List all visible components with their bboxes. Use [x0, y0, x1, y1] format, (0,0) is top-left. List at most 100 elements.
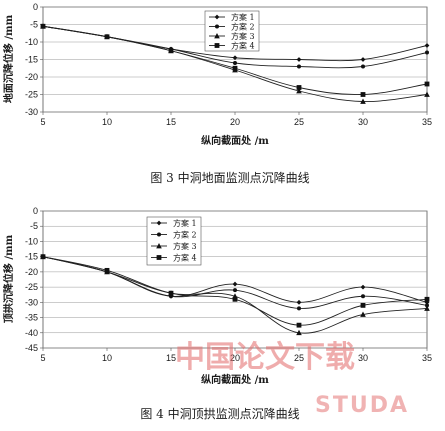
data-point-dot [361, 64, 365, 69]
data-point-square [232, 296, 238, 302]
data-point-dot [297, 306, 301, 311]
data-point-diamond [232, 55, 238, 61]
legend-label: 方案 3 [173, 241, 197, 251]
y-tick-label: -45 [25, 343, 38, 353]
data-point-diamond [296, 57, 302, 62]
data-point-diamond [360, 57, 366, 62]
y-tick-label: -20 [25, 72, 38, 82]
legend-label: 方案 2 [173, 230, 197, 240]
y-tick-label: -15 [25, 252, 38, 262]
data-point-dot [425, 303, 429, 308]
x-tick-label: 30 [358, 117, 368, 127]
x-tick-label: 5 [40, 353, 45, 363]
watermark-cn: 中国论文下载 [175, 340, 355, 375]
y-tick-labels: 0 -5 -10 -15 -20 -25 -30 -35 -40 -45 [25, 206, 38, 353]
data-point-square [360, 92, 366, 97]
data-point-dot [233, 288, 237, 293]
y-tick-label: -5 [30, 20, 38, 30]
chart-ground-settlement: 0-5-10-15-20-25-30 5 10 15 20 25 30 35 方案 1方案 … [2, 2, 432, 185]
y-tick-label: -20 [25, 267, 38, 277]
x-tick-label: 15 [166, 117, 176, 127]
watermark-en: STUDA [315, 393, 409, 418]
legend-label: 方案 3 [231, 31, 255, 41]
data-point-diamond [424, 299, 430, 305]
x-tick-label: 5 [40, 117, 45, 127]
data-point-triangle [296, 329, 302, 336]
y-tick-labels: 0 -5 -10 -15 -20 -25 -30 [25, 2, 38, 117]
y-tick-label: -35 [25, 313, 38, 323]
data-point-square [424, 296, 430, 302]
x-tick-label: 10 [102, 353, 112, 363]
y-tick-label: -10 [25, 236, 38, 246]
data-point-square [360, 302, 366, 308]
legend-marker-dot [215, 24, 219, 29]
plot-area [42, 210, 428, 349]
chart-caption: 图 3 中洞地面监测点沉降曲线 [150, 170, 309, 185]
legend-marker-triangle [156, 243, 162, 249]
legend-marker-triangle [214, 33, 220, 39]
data-point-diamond [296, 299, 302, 305]
data-point-dot [425, 50, 429, 55]
y-tick-label: 0 [33, 2, 38, 12]
data-point-triangle [360, 311, 366, 317]
data-point-triangle [296, 88, 302, 94]
data-point-square [296, 85, 302, 90]
watermark: 中国论文下载 STUDA [175, 340, 409, 418]
data-point-square [424, 81, 430, 87]
x-tick-label: 30 [358, 353, 368, 363]
y-tick-label: -25 [25, 90, 38, 100]
y-tick-label: -5 [30, 221, 38, 231]
y-tick-label: -10 [25, 37, 38, 47]
y-axis-title: 顶拱沉降位移 /mm [2, 234, 15, 323]
legend-marker-square [156, 255, 162, 260]
data-point-square [40, 23, 46, 29]
series-group [40, 253, 430, 336]
legend-box [146, 216, 202, 266]
chart-caption: 图 4 中洞顶拱监测点沉降曲线 [140, 406, 299, 421]
legend-label: 方案 2 [231, 22, 255, 32]
data-point-triangle [424, 305, 430, 311]
data-point-square [168, 290, 174, 296]
legend-box [204, 10, 260, 52]
legend-marker-diamond [214, 14, 220, 20]
y-tick-label: -30 [25, 107, 38, 117]
data-point-diamond [232, 281, 238, 287]
x-tick-labels: 5 10 15 20 25 30 35 [40, 117, 432, 127]
legend-label: 方案 4 [173, 253, 197, 263]
legend: 方案 1 方案 2方案 3 方案 4 [146, 216, 202, 266]
data-point-dot [233, 61, 237, 65]
x-tick-label: 20 [230, 117, 240, 127]
x-tick-label: 25 [294, 117, 304, 127]
legend: 方案 1方案 2方案 3方案 4 [204, 10, 260, 52]
legend-marker-dot [157, 232, 161, 237]
x-tick-label: 20 [230, 353, 240, 363]
chart-crown-settlement: 0 -5 -10 -15 -20 -25 -30 -35 -40 -45 5 10 15 20 25 30 3… [2, 206, 432, 421]
data-point-dot [361, 294, 365, 299]
data-point-square [104, 34, 110, 40]
data-point-square [296, 322, 302, 328]
legend-label: 方案 1 [231, 12, 255, 22]
y-tick-label: -40 [25, 328, 38, 338]
data-point-dot [297, 64, 301, 69]
legend-label: 方案 4 [231, 41, 255, 51]
data-point-square [104, 267, 110, 273]
x-tick-labels: 5 10 15 20 25 30 35 [40, 353, 432, 363]
data-point-triangle [424, 91, 430, 97]
x-tick-label: 10 [102, 117, 112, 127]
y-tick-label: 0 [33, 206, 38, 216]
series-group [40, 23, 430, 104]
data-point-square [232, 65, 238, 71]
y-axis-title: 地面沉降位移 /mm [2, 14, 15, 103]
data-point-square [40, 254, 46, 260]
x-axis-title: 纵向截面处 /m [201, 373, 269, 386]
data-point-square [168, 48, 174, 54]
legend-marker-diamond [156, 220, 162, 226]
legend-label: 方案 1 [173, 218, 197, 228]
data-point-diamond [360, 284, 366, 290]
x-tick-label: 25 [294, 353, 304, 363]
legend-marker-square [214, 43, 220, 48]
data-point-triangle [360, 98, 366, 104]
y-tick-label: -15 [25, 55, 38, 65]
x-tick-label: 15 [166, 353, 176, 363]
